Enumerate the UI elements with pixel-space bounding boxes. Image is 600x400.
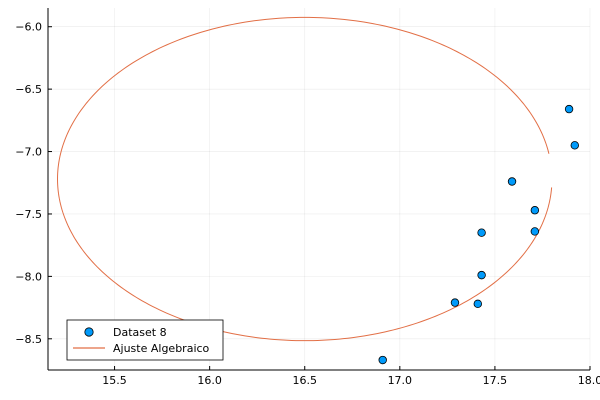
x-tick-label: 18.0	[578, 374, 600, 387]
x-tick-label: 17.5	[483, 374, 508, 387]
data-point	[477, 228, 486, 237]
y-tick-label: −7.5	[15, 208, 42, 221]
data-point	[530, 206, 540, 215]
legend-label: Dataset 8	[113, 326, 167, 339]
x-tick-label: 17.0	[388, 374, 413, 387]
data-point	[507, 177, 517, 186]
y-tick-label: −8.0	[15, 270, 42, 283]
data-point	[477, 270, 486, 280]
data-point	[530, 227, 540, 236]
legend-box	[66, 319, 224, 361]
data-point	[473, 299, 482, 309]
axes	[47, 8, 591, 371]
legend-marker-scatter	[84, 327, 94, 337]
data-point	[564, 104, 574, 114]
data-point	[450, 298, 460, 307]
legend: Dataset 8 Ajuste Algebraico	[66, 319, 224, 361]
plot-area	[57, 16, 579, 365]
y-tick-label: −8.5	[15, 333, 42, 346]
y-tick-label: −6.5	[15, 83, 42, 96]
y-tick-label: −6.0	[15, 21, 42, 34]
x-tick-label: 15.5	[102, 374, 127, 387]
fit-curve-line	[57, 16, 553, 342]
x-tick-label: 16.5	[292, 374, 317, 387]
grid	[48, 8, 591, 370]
legend-label: Ajuste Algebraico	[113, 342, 210, 355]
data-point	[570, 141, 579, 150]
tick-labels: 15.5 16.0 16.5 17.0 17.5 18.0 −6.0 −6.5 −7.0 −7.5…	[15, 21, 600, 387]
x-tick-label: 16.0	[197, 374, 222, 387]
y-tick-label: −7.0	[15, 146, 42, 159]
data-point	[378, 355, 387, 365]
